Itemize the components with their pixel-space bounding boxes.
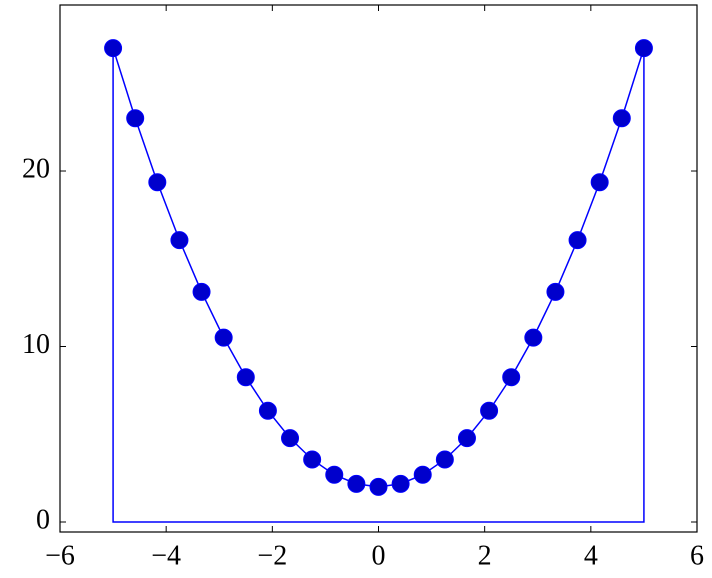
x-tick-label: 4 [584,540,598,571]
marker [568,231,587,250]
marker [480,401,499,420]
marker [281,429,300,448]
marker [546,282,565,301]
marker [369,477,388,496]
y-tick-label: 20 [22,153,50,184]
x-tick-label: −2 [257,540,287,571]
series-line [112,47,645,488]
marker [236,368,255,387]
marker [457,429,476,448]
marker [502,368,521,387]
closure [112,48,645,523]
marker [347,474,366,493]
marker [391,474,410,493]
marker [634,39,653,58]
marker [148,173,167,192]
marker [413,465,432,484]
marker [214,328,233,347]
marker [170,231,189,250]
x-tick-label: −6 [45,540,75,571]
x-tick-label: 0 [372,540,386,571]
marker [612,109,631,128]
marker [303,450,322,469]
y-tick-label: 0 [36,504,50,535]
y-tick-label: 10 [22,329,50,360]
x-tick-label: 2 [478,540,492,571]
plot-frame [59,4,698,533]
marker [104,39,123,58]
marker [126,109,145,128]
marker [590,173,609,192]
marker [524,328,543,347]
marker [325,465,344,484]
marker [192,282,211,301]
marker [435,450,454,469]
x-tick-label: −4 [151,540,181,571]
marker [258,401,277,420]
x-tick-label: 6 [690,540,704,571]
